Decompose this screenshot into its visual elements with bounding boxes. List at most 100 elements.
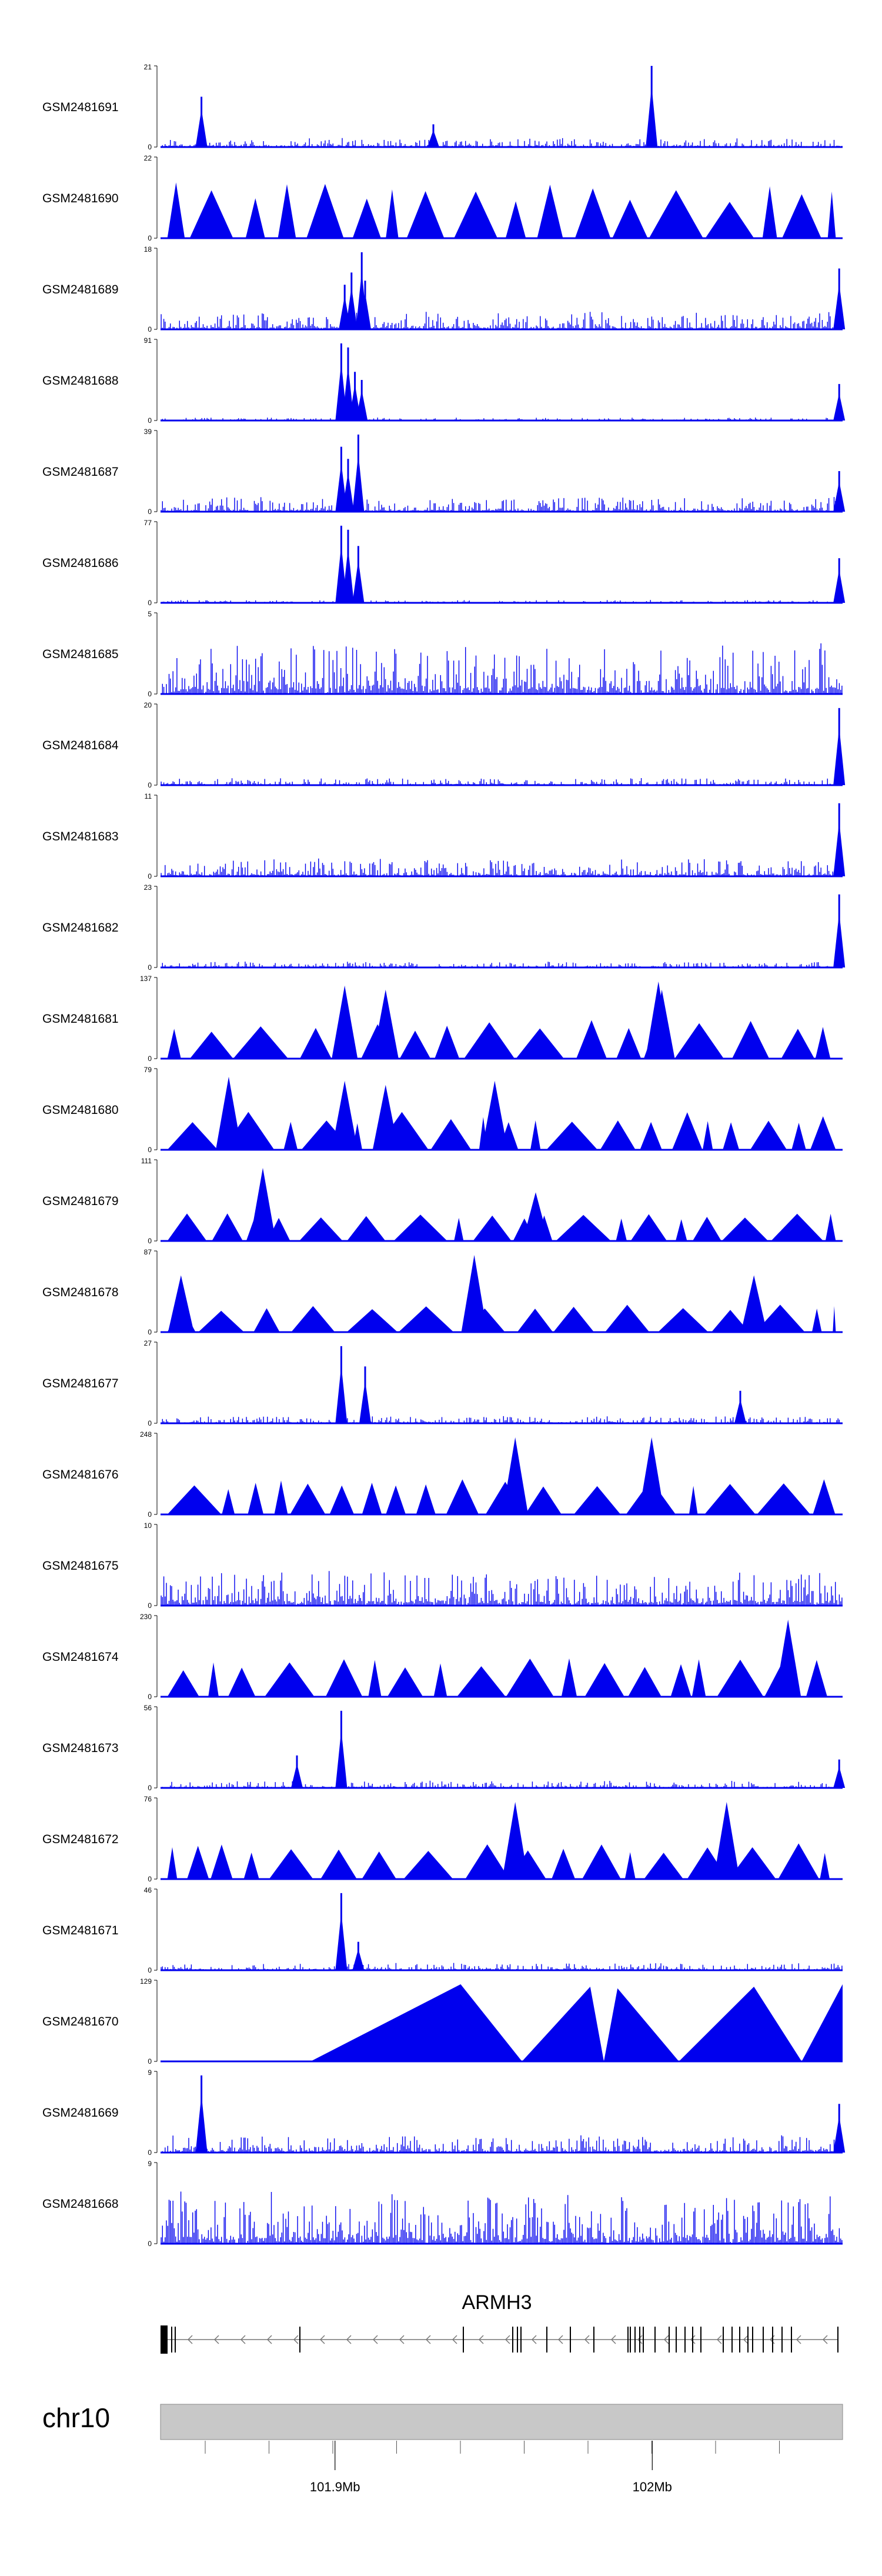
strand-arrow-icon — [319, 2335, 325, 2344]
signal-peak-body — [833, 912, 846, 967]
y-max-label: 56 — [144, 1704, 152, 1712]
axis-tick-label: 102Mb — [633, 2480, 672, 2494]
track-GSM2481674: GSM2481674 230 0 — [42, 1613, 843, 1701]
track-GSM2481685: GSM2481685 5 0 — [42, 610, 843, 698]
y-max-label: 111 — [141, 1157, 152, 1165]
y-max-label: 9 — [148, 2160, 152, 2168]
y-max-label: 5 — [148, 610, 152, 618]
track-GSM2481680: GSM2481680 79 0 — [42, 1066, 843, 1154]
signal-peak-body — [291, 1763, 303, 1788]
track-GSM2481672: GSM2481672 76 0 — [42, 1795, 843, 1883]
y-max-label: 76 — [144, 1795, 152, 1803]
signal-peak — [216, 1076, 242, 1150]
strand-arrow-icon — [213, 2335, 219, 2344]
y-max-label: 23 — [144, 883, 152, 892]
track-label: GSM2481688 — [42, 374, 119, 388]
signal-peak-body — [342, 365, 354, 421]
y-min-label: 0 — [148, 1601, 152, 1610]
y-min-label: 0 — [148, 143, 152, 151]
y-min-label: 0 — [148, 2148, 152, 2157]
track-label: GSM2481690 — [42, 192, 119, 205]
gene-model-ARMH3[interactable] — [161, 2325, 838, 2354]
y-min-label: 0 — [148, 1875, 152, 1883]
y-min-label: 0 — [148, 325, 152, 333]
strand-arrow-icon — [240, 2335, 246, 2344]
signal-peak — [713, 1801, 740, 1879]
signal-area — [161, 1112, 836, 1150]
signal-peak-body — [833, 821, 846, 876]
signal-peak-body — [356, 390, 368, 421]
signal-peak-body — [359, 292, 371, 329]
signal-peak — [775, 1619, 801, 1697]
signal-peak-body — [195, 109, 208, 147]
strand-arrow-icon — [452, 2335, 457, 2344]
y-max-label: 9 — [148, 2068, 152, 2077]
signal-bars — [161, 138, 843, 147]
strand-arrow-icon — [531, 2335, 537, 2344]
signal-peak — [649, 989, 675, 1059]
signal-peak — [502, 1437, 529, 1514]
signal-peak — [502, 1801, 529, 1879]
strand-arrow-icon — [796, 2335, 801, 2344]
track-label: GSM2481679 — [42, 1194, 119, 1208]
y-max-label: 77 — [144, 519, 152, 527]
signal-area — [161, 1020, 831, 1059]
y-max-label: 20 — [144, 701, 152, 709]
track-label: GSM2481680 — [42, 1103, 119, 1117]
signal-peak-body — [359, 1380, 371, 1423]
track-label: GSM2481678 — [42, 1286, 119, 1299]
track-label: GSM2481676 — [42, 1468, 119, 1481]
signal-peak-body — [833, 727, 846, 785]
strand-arrow-icon — [743, 2335, 749, 2344]
signal-peak-body — [833, 283, 846, 329]
signal-peak — [332, 1080, 358, 1150]
y-max-label: 87 — [144, 1248, 152, 1256]
signal-peak-body — [342, 472, 354, 512]
signal-peak-body — [352, 560, 365, 603]
signal-peak-body — [335, 1912, 348, 1970]
track-label: GSM2481682 — [42, 921, 119, 935]
chromosome-band — [160, 2404, 843, 2440]
signal-peak — [168, 1275, 194, 1332]
signal-peak-body — [833, 393, 846, 421]
signal-peak — [741, 1275, 767, 1332]
signal-peak-body — [833, 2115, 846, 2153]
strand-arrow-icon — [663, 2335, 669, 2344]
signal-peak-body — [335, 1730, 348, 1788]
signal-area — [310, 1984, 843, 2061]
signal-area — [161, 1843, 830, 1879]
track-GSM2481669: GSM2481669 9 0 — [42, 2068, 846, 2157]
signal-bars — [161, 1571, 843, 1606]
strand-arrow-icon — [690, 2335, 696, 2344]
signal-peak — [372, 1085, 399, 1150]
y-min-label: 0 — [148, 416, 152, 425]
strand-arrow-icon — [187, 2335, 193, 2344]
track-GSM2481673: GSM2481673 56 0 — [42, 1704, 846, 1792]
y-max-label: 137 — [140, 975, 152, 983]
strand-arrow-icon — [399, 2335, 405, 2344]
strand-arrow-icon — [584, 2335, 590, 2344]
strand-arrow-icon — [557, 2335, 563, 2344]
axis-tick-label: 101.9Mb — [310, 2480, 360, 2494]
strand-arrow-icon — [637, 2335, 643, 2344]
track-label: GSM2481691 — [42, 101, 119, 114]
y-max-label: 230 — [140, 1613, 152, 1621]
y-max-label: 248 — [140, 1430, 152, 1439]
signal-bars — [161, 1963, 843, 1970]
y-max-label: 39 — [144, 428, 152, 436]
chromosome-label: chr10 — [42, 2403, 110, 2433]
y-min-label: 0 — [148, 1693, 152, 1701]
signal-peak-body — [342, 548, 354, 603]
track-label: GSM2481687 — [42, 465, 119, 479]
signal-peak — [482, 1080, 508, 1150]
track-label: GSM2481674 — [42, 1650, 119, 1664]
track-GSM2481671: GSM2481671 46 0 — [42, 1886, 843, 1974]
signal-area — [161, 1658, 827, 1697]
track-GSM2481676: GSM2481676 248 0 — [42, 1430, 843, 1519]
track-label: GSM2481675 — [42, 1559, 119, 1573]
y-min-label: 0 — [148, 1419, 152, 1427]
signal-peak-body — [352, 1948, 365, 1970]
strand-arrow-icon — [266, 2335, 272, 2344]
track-label: GSM2481683 — [42, 830, 119, 843]
signal-peak-body — [427, 130, 439, 147]
